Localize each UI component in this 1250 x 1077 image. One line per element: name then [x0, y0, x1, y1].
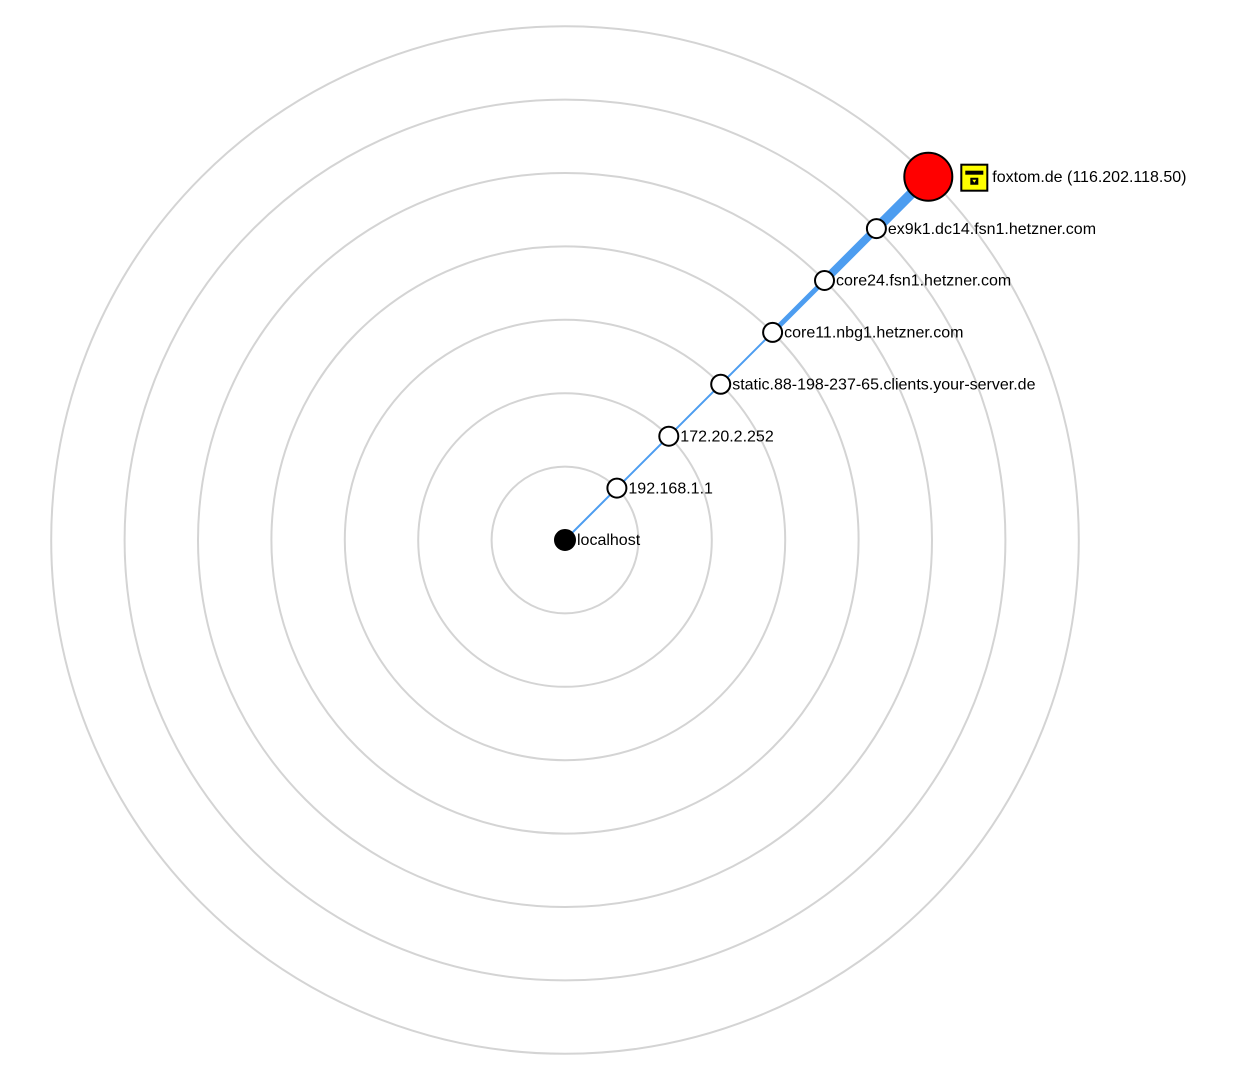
host-icon-lock: [970, 177, 979, 185]
host-node[interactable]: [762, 321, 784, 343]
host-label: 172.20.2.252: [680, 428, 774, 445]
rings: [50, 25, 1080, 1055]
edge: [667, 383, 722, 438]
host-label: core11.nbg1.hetzner.com: [784, 325, 963, 342]
host-label: 192.168.1.1: [628, 480, 713, 497]
edge: [820, 224, 881, 285]
host-node[interactable]: [814, 269, 836, 291]
edge: [564, 487, 618, 541]
host-node[interactable]: [658, 425, 680, 447]
ring: [417, 392, 713, 688]
host-label: foxtom.de (116.202.118.50): [992, 169, 1186, 186]
host-label: core24.fsn1.hetzner.com: [836, 273, 1011, 290]
host-node[interactable]: [606, 477, 628, 499]
ring: [123, 98, 1007, 982]
edge: [615, 435, 670, 490]
host-label: localhost: [577, 532, 641, 549]
host-node[interactable]: [554, 529, 576, 551]
host-label: ex9k1.dc14.fsn1.hetzner.com: [888, 221, 1096, 238]
ring: [270, 245, 860, 835]
host-node[interactable]: [903, 151, 954, 202]
ring: [197, 172, 933, 908]
ring: [50, 25, 1080, 1055]
ring: [343, 318, 787, 762]
host-label: static.88-198-237-65.clients.your-server…: [732, 377, 1035, 394]
nodes: localhost 192.168.1.1 172.20.2.252 static.8…: [554, 151, 1187, 551]
host-node[interactable]: [710, 373, 732, 395]
ring: [490, 465, 640, 615]
edge: [770, 277, 828, 335]
host-icon-bar: [965, 170, 984, 175]
edge: [719, 331, 774, 386]
host-node[interactable]: [865, 218, 887, 240]
